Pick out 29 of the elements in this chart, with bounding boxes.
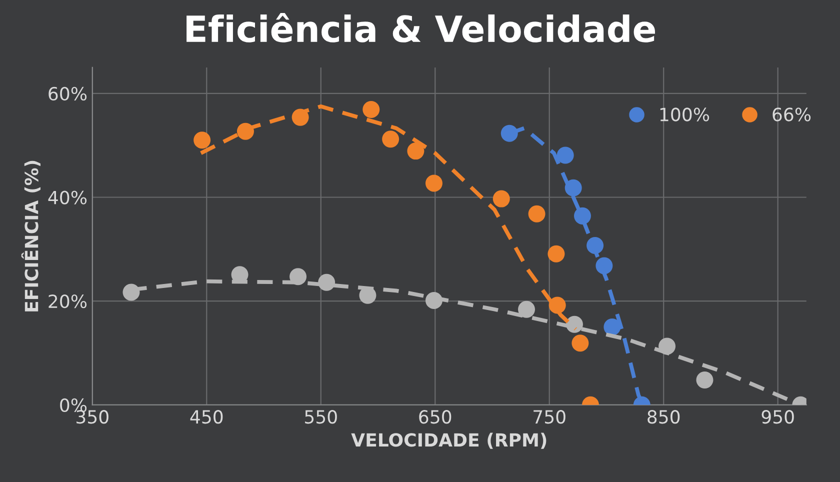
- point: [528, 205, 546, 222]
- x-tick-label: 550: [305, 410, 337, 424]
- point: [194, 132, 211, 149]
- point: [518, 300, 536, 318]
- point: [382, 130, 400, 148]
- point: [564, 179, 582, 196]
- x-tick-label: 750: [534, 410, 566, 424]
- x-tick-label: 950: [762, 410, 794, 424]
- x-tick-label: 350: [76, 410, 108, 424]
- x-tick-label: 850: [648, 410, 680, 424]
- y-tick-label: 60%: [48, 86, 87, 101]
- point: [548, 245, 565, 262]
- x-tick-label: 450: [190, 410, 223, 424]
- legend-label: 100%: [660, 108, 710, 122]
- point: [362, 101, 380, 118]
- legend-label: 66%: [772, 108, 811, 122]
- x-tick-label: 650: [419, 410, 452, 424]
- y-axis-title: EFICIÊNCIA (%): [21, 160, 40, 312]
- point: [696, 371, 714, 388]
- x-axis-title: VELOCIDADE (RPM): [351, 432, 546, 449]
- point: [556, 146, 574, 164]
- point: [425, 174, 442, 192]
- chart-title: Eficiência & Velocidade: [186, 13, 655, 42]
- y-tick-label: 0%: [60, 398, 87, 412]
- y-tick-label: 40%: [48, 190, 87, 204]
- point: [492, 190, 510, 208]
- point: [407, 142, 424, 160]
- point: [572, 334, 589, 352]
- y-tick-label: 20%: [48, 294, 87, 308]
